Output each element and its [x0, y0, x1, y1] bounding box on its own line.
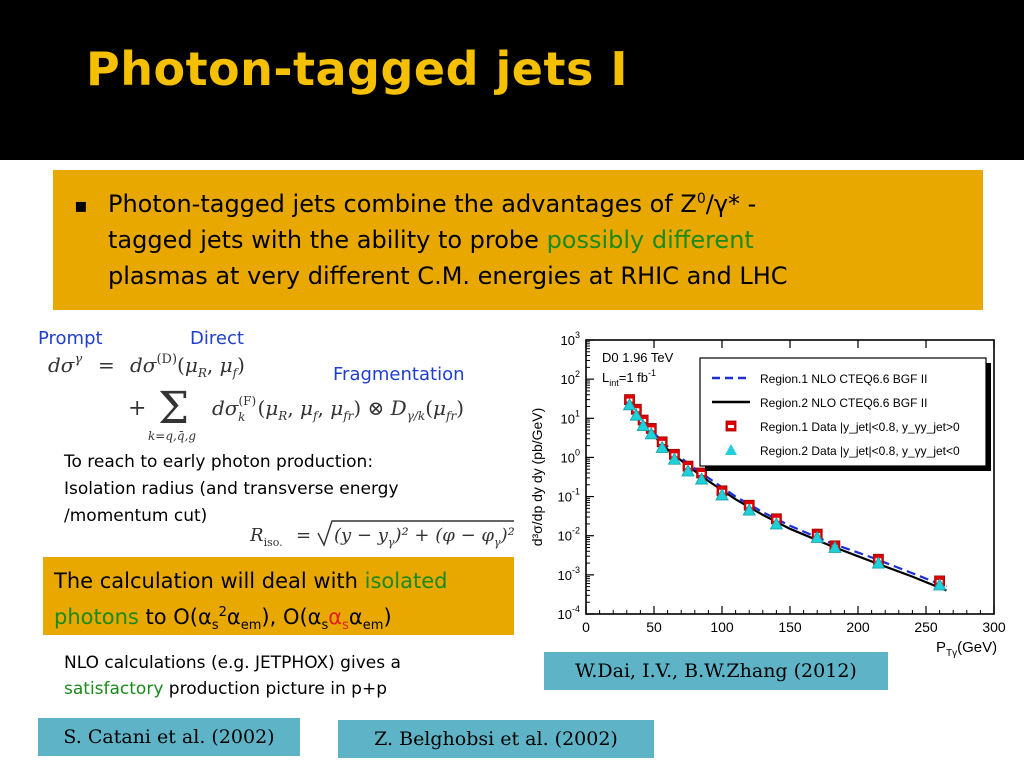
note-line1: To reach to early photon production:: [64, 452, 374, 472]
calc-sub-s1: s: [211, 618, 219, 634]
direct-label: Direct: [190, 328, 244, 349]
fragmentation-label: Fragmentation: [333, 364, 465, 385]
legend-label-2: Region.1 Data |y_jet|<0.8, y_γy_jet>0: [760, 420, 960, 434]
region2-data-point: [644, 427, 658, 440]
calc-sub-em1: em: [240, 618, 262, 634]
x-tick-label: 150: [778, 619, 802, 635]
nlo-line1: NLO calculations (e.g. JETPHOX) gives a: [64, 653, 401, 673]
calc-text-f: ), O(α: [261, 605, 322, 629]
svg-text:dσ(F)k(μR, μf, μfr) ⊗ Dγ/k(μfr: dσ(F) k (μR, μf, μfr) ⊗ Dγ/k(μfr): [212, 394, 464, 424]
calc-red-alpha: α: [328, 605, 343, 629]
legend-box: [699, 357, 987, 467]
calc-text-d: to O(α: [138, 605, 212, 629]
citation-belghobsi: Z. Belghobsi et al. (2002): [338, 720, 654, 758]
y-tick-label: 101: [561, 408, 580, 426]
y-tick-label: 100: [561, 447, 580, 465]
region2-data-point: [629, 408, 643, 421]
intro-line1b: /γ* -: [705, 190, 757, 218]
nlo-line2: production picture in p+p: [163, 679, 387, 699]
intro-highlight: possibly different: [546, 226, 754, 254]
x-tick-label: 100: [710, 619, 734, 635]
legend-marker-triangle: [725, 444, 737, 455]
y-tick-label: 10-1: [558, 487, 580, 505]
y-axis-label: d³σ/dp dy dy (pb/GeV): [529, 408, 545, 547]
calc-text-a: The calculation will deal with: [54, 569, 365, 593]
intro-text: Photon-tagged jets combine the advantage…: [108, 181, 928, 294]
citation-dai: W.Dai, I.V., B.W.Zhang (2012): [544, 652, 888, 690]
chart-annotation-energy: D0 1.96 TeV: [602, 350, 674, 365]
cross-section-chart: 0 50 100 150 200 250 300 103 102 101 100 10-1 10-2 10…: [522, 326, 1012, 666]
region2-data-point: [681, 464, 695, 477]
cross-section-formula: dσγ = dσ(D)(μR, μf) + Σ k=q,q̄,g dσ(F) k(…: [48, 352, 464, 443]
calc-photons: photons: [54, 605, 139, 629]
citation-catani: S. Catani et al. (2002): [38, 718, 300, 756]
x-tick-label: 200: [846, 619, 870, 635]
calc-red-sub: s: [342, 618, 349, 634]
calc-sub-em2: em: [362, 618, 384, 634]
region2-data-point: [655, 440, 669, 453]
legend-label-1: Region.2 NLO CTEQ6.6 BGF II: [760, 396, 927, 410]
intro-line3: plasmas at very different C.M. energies …: [108, 262, 788, 290]
prompt-label: Prompt: [38, 328, 103, 349]
calc-alpha-em: α: [226, 605, 241, 629]
region2-data-point: [828, 540, 842, 553]
intro-box: [53, 170, 983, 310]
slide-title: Photon-tagged jets I: [86, 42, 628, 96]
x-tick-label: 300: [982, 619, 1006, 635]
svg-text:dσγ: dσγ: [48, 352, 82, 377]
calc-sup-2: 2: [218, 605, 227, 620]
svg-text:(y − yγ)² + (φ − φγ)²: (y − yγ)² + (φ − φγ)²: [334, 525, 515, 549]
intro-line2: tagged jets with the ability to probe: [108, 226, 547, 254]
svg-text:+: +: [128, 396, 146, 421]
y-tick-label: 10-3: [558, 565, 580, 583]
region2-data-point: [667, 452, 682, 465]
note-line2: Isolation radius (and transverse energy: [64, 479, 399, 499]
title-bar: Photon-tagged jets I: [0, 0, 1024, 160]
isolation-note: To reach to early photon production: Iso…: [64, 449, 399, 530]
legend-label-3: Region.2 Data |y_jet|<0.8, y_γy_jet<0: [760, 444, 960, 458]
intro-line1: Photon-tagged jets combine the advantage…: [108, 190, 697, 218]
calculation-box: [43, 557, 514, 635]
region2-data-point: [636, 418, 650, 432]
calc-sub-s2: s: [321, 618, 329, 634]
intro-z-sup: 0: [696, 191, 706, 207]
chart-svg: 0 50 100 150 200 250 300 103 102 101 100 10-1 10-2 10…: [529, 330, 1006, 659]
calc-isolated: isolated: [364, 569, 448, 593]
svg-text:Riso.: Riso.: [249, 525, 283, 549]
svg-text:dσ(D)(μR, μf): dσ(D)(μR, μf): [130, 352, 245, 380]
y-tick-label: 10-2: [558, 526, 580, 544]
x-tick-label: 250: [914, 619, 938, 635]
note-line3: /momentum cut): [64, 506, 208, 526]
svg-text:Σ: Σ: [158, 383, 189, 434]
nlo-note: NLO calculations (e.g. JETPHOX) gives a …: [64, 650, 401, 702]
region2-data-point: [769, 517, 784, 530]
region2-data-point: [715, 488, 729, 501]
bullet-icon: ▪: [74, 193, 88, 217]
x-axis-label: PTγ(GeV): [936, 639, 997, 659]
region2-data-point: [871, 556, 886, 569]
svg-text:=: =: [296, 525, 311, 546]
calculation-text: The calculation will deal with isolated …: [54, 565, 509, 642]
calc-text-h: ): [383, 605, 392, 629]
region2-data-point: [810, 530, 824, 543]
region2-data-point: [742, 503, 756, 516]
region2-data-point: [622, 398, 637, 411]
svg-text:k=q,q̄,g: k=q,q̄,g: [148, 429, 196, 443]
region2-data-point: [694, 472, 709, 485]
legend-marker-square-center: [728, 425, 734, 428]
x-tick-label: 50: [646, 619, 662, 635]
legend-label-0: Region.1 NLO CTEQ6.6 BGF II: [760, 372, 927, 386]
x-tick-label: 0: [582, 619, 590, 635]
isolation-formula: Riso. = (y − yγ)² + (φ − φγ)²: [249, 520, 515, 549]
y-tick-label: 10-4: [558, 604, 580, 622]
region2-data-point: [932, 578, 947, 591]
calc-alpha-em2: α: [348, 605, 363, 629]
svg-text:=: =: [98, 353, 115, 377]
nlo-satisfactory: satisfactory: [64, 679, 164, 699]
y-tick-label: 103: [561, 330, 580, 348]
y-tick-label: 102: [561, 369, 580, 387]
